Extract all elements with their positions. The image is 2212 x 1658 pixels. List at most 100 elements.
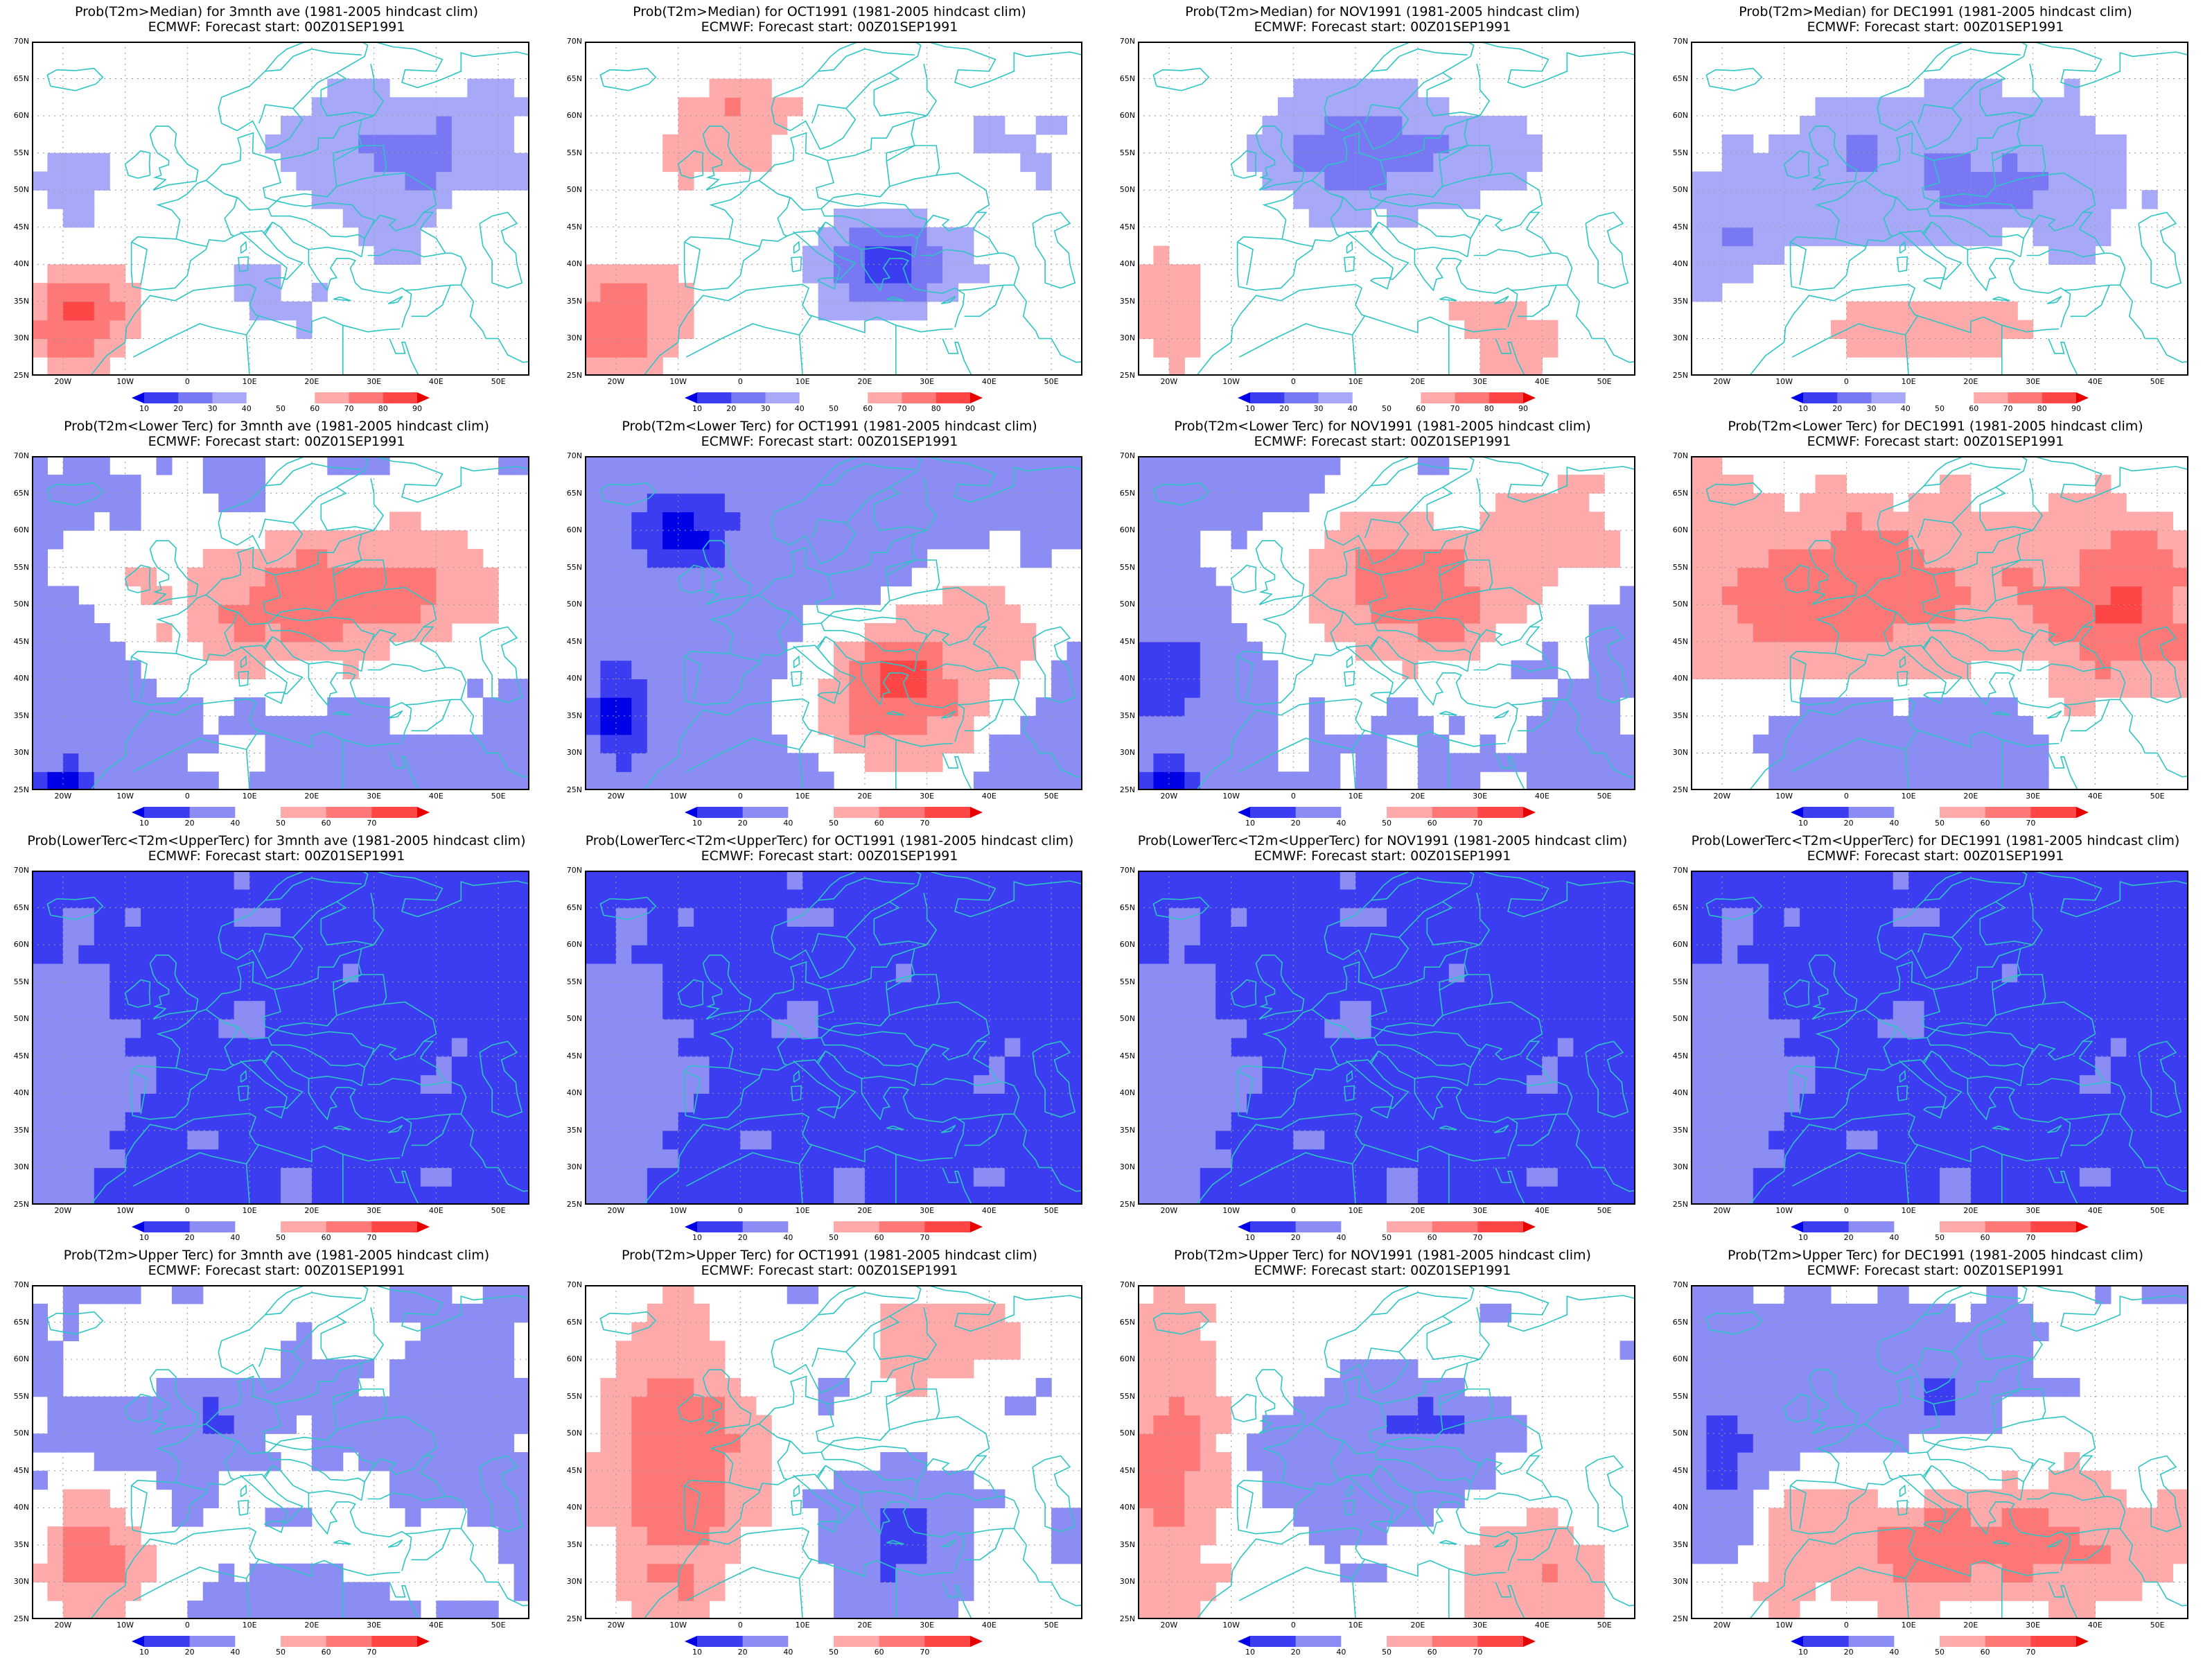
probability-cell [1355,1149,1372,1169]
probability-cell [787,753,803,772]
probability-cell [787,512,803,531]
probability-cell [662,1149,679,1169]
probability-cell [1464,623,1481,643]
probability-cell [1604,715,1621,735]
probability-cell [1402,530,1419,550]
probability-cell [631,660,648,679]
probability-cell [32,1130,48,1150]
probability-cell [327,1149,344,1169]
probability-cell [662,283,679,302]
probability-cell [1247,907,1263,927]
probability-cell [1247,660,1263,679]
probability-cell [1815,641,1832,661]
probability-cell [1184,734,1201,754]
probability-cell [678,530,694,550]
probability-cell [405,209,421,228]
probability-cell [1604,734,1621,754]
probability-cell [281,715,297,735]
probability-cell [2172,623,2188,643]
probability-cell [451,1093,468,1112]
probability-cell [1955,586,1972,605]
probability-cell [1691,567,1707,587]
probability-cell [724,493,741,512]
probability-cell [389,245,406,265]
probability-cell [802,474,819,494]
probability-cell [1402,889,1419,909]
probability-cell [1940,338,1956,358]
probability-cell [1293,1130,1310,1150]
probability-cell [1464,981,1481,1002]
probability-cell [1293,1019,1310,1038]
probability-cell [1262,456,1279,475]
probability-cell [864,512,881,531]
probability-cell [849,209,866,228]
probability-cell [1604,1167,1621,1187]
probability-cell [1051,679,1068,698]
longitude-label: 0 [737,792,743,801]
probability-cell [1200,1093,1216,1112]
probability-cell [1557,1186,1574,1205]
probability-cell [585,1000,601,1020]
probability-cell [202,1167,219,1187]
coastline [336,456,369,488]
probability-cell [755,697,772,717]
probability-cell [927,1038,943,1057]
colorbar-swatch [1940,807,1986,818]
probability-cell [1557,715,1574,735]
probability-cell [281,134,297,154]
forecast-panel: Prob(LowerTerc<T2m<UpperTerc) for OCT199… [553,829,1106,1244]
probability-cell [311,567,328,587]
probability-cell [787,1149,803,1169]
probability-cell [1020,493,1037,512]
probability-cell [32,1167,48,1187]
probability-cell [1402,715,1419,735]
latitude-label: 65N [13,488,29,498]
probability-cell [467,871,484,890]
probability-cell [296,734,313,754]
probability-cell [1588,1056,1605,1076]
coastline [389,753,420,790]
probability-cell [1340,567,1356,587]
probability-cell [1940,190,1956,209]
probability-cell [2017,320,2034,340]
probability-cell [1215,660,1232,679]
probability-cell [694,1074,710,1094]
probability-cell [740,715,757,735]
probability-cell [2017,116,2034,135]
probability-cell [1830,227,1847,247]
probability-cell [709,548,726,568]
probability-cell [631,1186,648,1205]
longitude-label: 0 [1290,792,1296,801]
probability-cell [1893,301,1909,321]
probability-cell [1184,530,1201,550]
colorbar-min-arrow [1238,392,1250,403]
probability-cell [864,209,881,228]
probability-cell [1940,548,1956,568]
probability-cell [451,889,468,909]
coastline [1783,564,1810,593]
colorbar [132,807,430,818]
probability-cell [1557,771,1574,790]
probability-cell [1542,734,1559,754]
colorbar-swatch [1387,807,1433,818]
longitude-label: 40E [428,1206,444,1215]
probability-cell [615,1074,632,1094]
probability-cell [787,1019,803,1038]
probability-cell [2064,190,2080,209]
probability-cell [600,320,617,340]
probability-cell [911,1130,928,1150]
probability-cell [1573,679,1590,698]
probability-cell [864,641,881,661]
probability-cell [1277,171,1294,191]
probability-cell [1371,97,1387,116]
probability-cell [1200,1074,1216,1094]
colorbar-tick-label: 10 [139,819,149,828]
probability-cell [296,1130,313,1150]
probability-cell [1417,134,1434,154]
probability-cell [1861,715,1878,735]
probability-cell [32,1186,48,1205]
probability-cell [1168,512,1185,531]
probability-cell [1573,907,1590,927]
probability-cell [1371,1149,1387,1169]
probability-cell [1371,963,1387,983]
